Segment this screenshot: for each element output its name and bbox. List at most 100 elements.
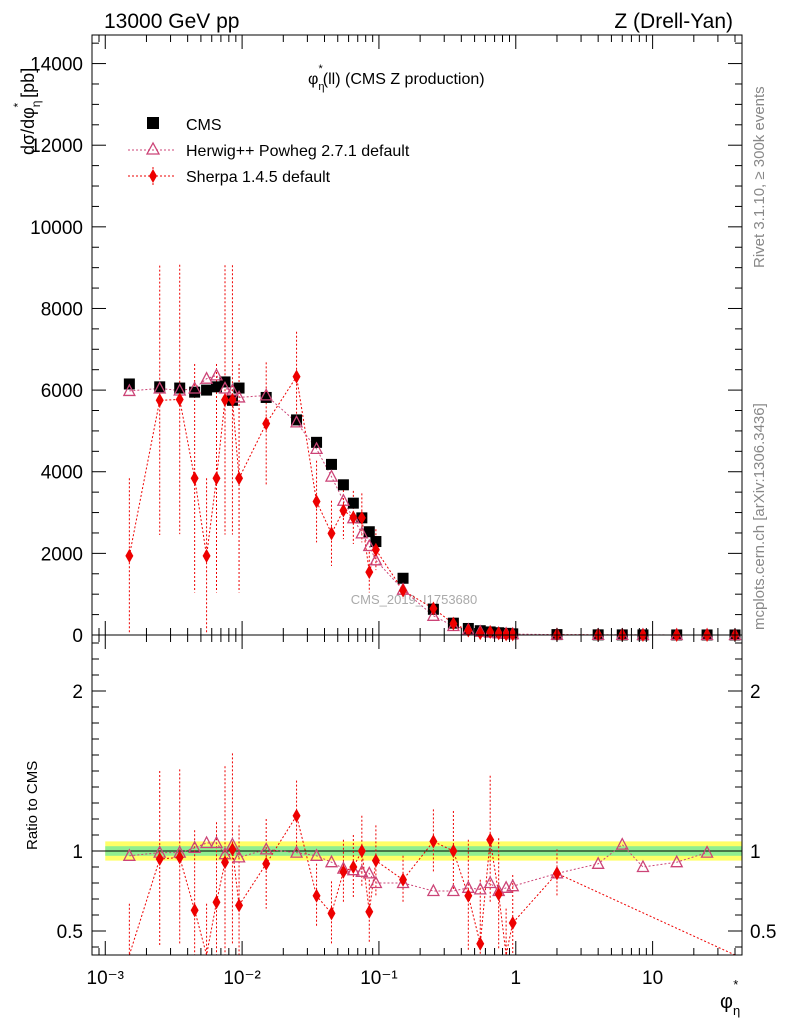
herwig-point	[362, 538, 376, 552]
cms-data-point	[347, 497, 359, 509]
ratio-uncertainty-band	[105, 841, 742, 861]
sherpa-point	[502, 627, 511, 642]
sherpa-point	[125, 548, 134, 563]
plot-title: φη*(ll) (CMS Z production)	[308, 63, 485, 93]
ratio-herwig-point	[473, 881, 487, 895]
ratio-herwig-point	[209, 835, 224, 849]
ratio-herwig-point	[670, 854, 684, 868]
sherpa-point	[349, 510, 358, 525]
x-tick-label: 10⁻³	[87, 968, 125, 989]
cms-data-point	[174, 382, 186, 394]
sherpa-point	[262, 416, 271, 431]
sherpa-point	[508, 627, 517, 642]
ratio-sherpa-point	[357, 844, 366, 858]
analysis-watermark: CMS_2019_I1753680	[351, 592, 478, 607]
ratio-herwig-point	[188, 840, 202, 853]
sherpa-point	[357, 510, 366, 525]
ratio-sherpa-point	[449, 844, 458, 858]
ratio-sherpa-point	[155, 852, 164, 866]
cms-data-point	[325, 458, 337, 470]
ratio-frame	[91, 634, 743, 956]
ratio-herwig-point	[446, 883, 460, 897]
ratio-herwig-point	[346, 862, 360, 876]
sherpa-point	[235, 471, 244, 486]
ratio-sherpa-point	[429, 834, 438, 849]
main-y-tick-label: 4000	[41, 463, 83, 484]
sherpa-point	[175, 392, 184, 407]
ratio-sherpa-point	[221, 855, 230, 870]
herwig-point	[188, 381, 202, 394]
ratio-herwig-point	[122, 848, 136, 861]
ratio-herwig-point	[615, 837, 629, 850]
herwig-point	[199, 371, 214, 384]
ratio-herwig-line	[129, 842, 708, 892]
main-y-tick-label: 0	[72, 626, 83, 647]
ratio-y-tick-label-right: 1	[750, 842, 761, 863]
sherpa-point	[371, 542, 380, 557]
ratio-herwig-point	[700, 845, 714, 858]
cms-data-point	[201, 384, 213, 396]
sherpa-point	[327, 526, 336, 541]
ratio-herwig-point	[355, 864, 369, 877]
ratio-herwig-point	[362, 865, 376, 879]
header-right: Z (Drell-Yan)	[614, 10, 733, 33]
herwig-point	[122, 383, 136, 397]
herwig-point	[259, 388, 273, 401]
sherpa-point	[190, 471, 199, 486]
ratio-y-tick-label: 1	[72, 842, 83, 863]
herwig-point	[369, 552, 383, 566]
main-y-tick-label: 2000	[41, 544, 83, 565]
legend-marker-sherpa	[149, 169, 157, 183]
ratio-y-tick-label-right: 0.5	[750, 922, 776, 943]
sherpa-point	[202, 548, 211, 563]
ratio-herwig-point	[396, 875, 410, 889]
ratio-y-axis: 0.5 0.5 1 1 2 2	[57, 642, 776, 948]
sherpa-point	[399, 583, 408, 598]
sherpa-point	[494, 626, 503, 641]
x-tick-label: 10	[642, 968, 663, 989]
main-y-tick-label: 14000	[30, 55, 83, 76]
cms-data-point	[363, 526, 375, 538]
herwig-point	[232, 390, 246, 403]
main-series-layer	[122, 264, 742, 642]
main-y-tick-label: 12000	[30, 136, 83, 157]
sherpa-point	[464, 623, 473, 638]
ratio-sherpa-point	[212, 895, 221, 910]
herwig-point	[324, 469, 339, 482]
legend-marker-herwig	[145, 141, 161, 155]
x-tick-label: 10⁻¹	[360, 968, 398, 989]
ratio-sherpa-point	[175, 850, 184, 865]
ratio-herwig-point	[309, 848, 324, 861]
ratio-herwig-point	[259, 841, 273, 855]
sherpa-point	[449, 616, 458, 631]
ratio-herwig-point	[591, 856, 605, 869]
ratio-sherpa-point	[190, 903, 199, 918]
ratio-herwig-point	[232, 849, 246, 863]
sherpa-point	[312, 494, 321, 509]
ratio-herwig-point	[289, 845, 304, 858]
sherpa-point	[476, 626, 485, 641]
ratio-herwig-point	[506, 878, 520, 892]
ratio-herwig-point	[426, 883, 440, 897]
sherpa-point	[365, 565, 374, 580]
ratio-herwig-point	[636, 859, 650, 873]
herwig-point	[426, 608, 440, 621]
ratio-sherpa-point	[371, 853, 380, 868]
sherpa-point	[339, 503, 348, 518]
main-y-axis: 0 2000 4000 6000 8000 10000 12000 14000	[30, 42, 742, 647]
ratio-sherpa-point	[476, 936, 485, 951]
legend-label-sherpa: Sherpa 1.4.5 default	[186, 169, 331, 186]
cms-data-point	[291, 414, 303, 426]
ratio-sherpa-point	[552, 866, 561, 881]
header-left: 13000 GeV pp	[104, 10, 239, 33]
ratio-sherpa-point	[399, 872, 408, 887]
ratio-sherpa-point	[349, 860, 358, 874]
legend-label-cms: CMS	[186, 117, 222, 134]
sherpa-point	[155, 393, 164, 408]
sherpa-point	[429, 601, 438, 616]
cms-data-point	[337, 479, 349, 491]
herwig-point	[209, 368, 224, 381]
cms-data-point	[370, 536, 382, 548]
ratio-sherpa-point	[365, 904, 374, 919]
